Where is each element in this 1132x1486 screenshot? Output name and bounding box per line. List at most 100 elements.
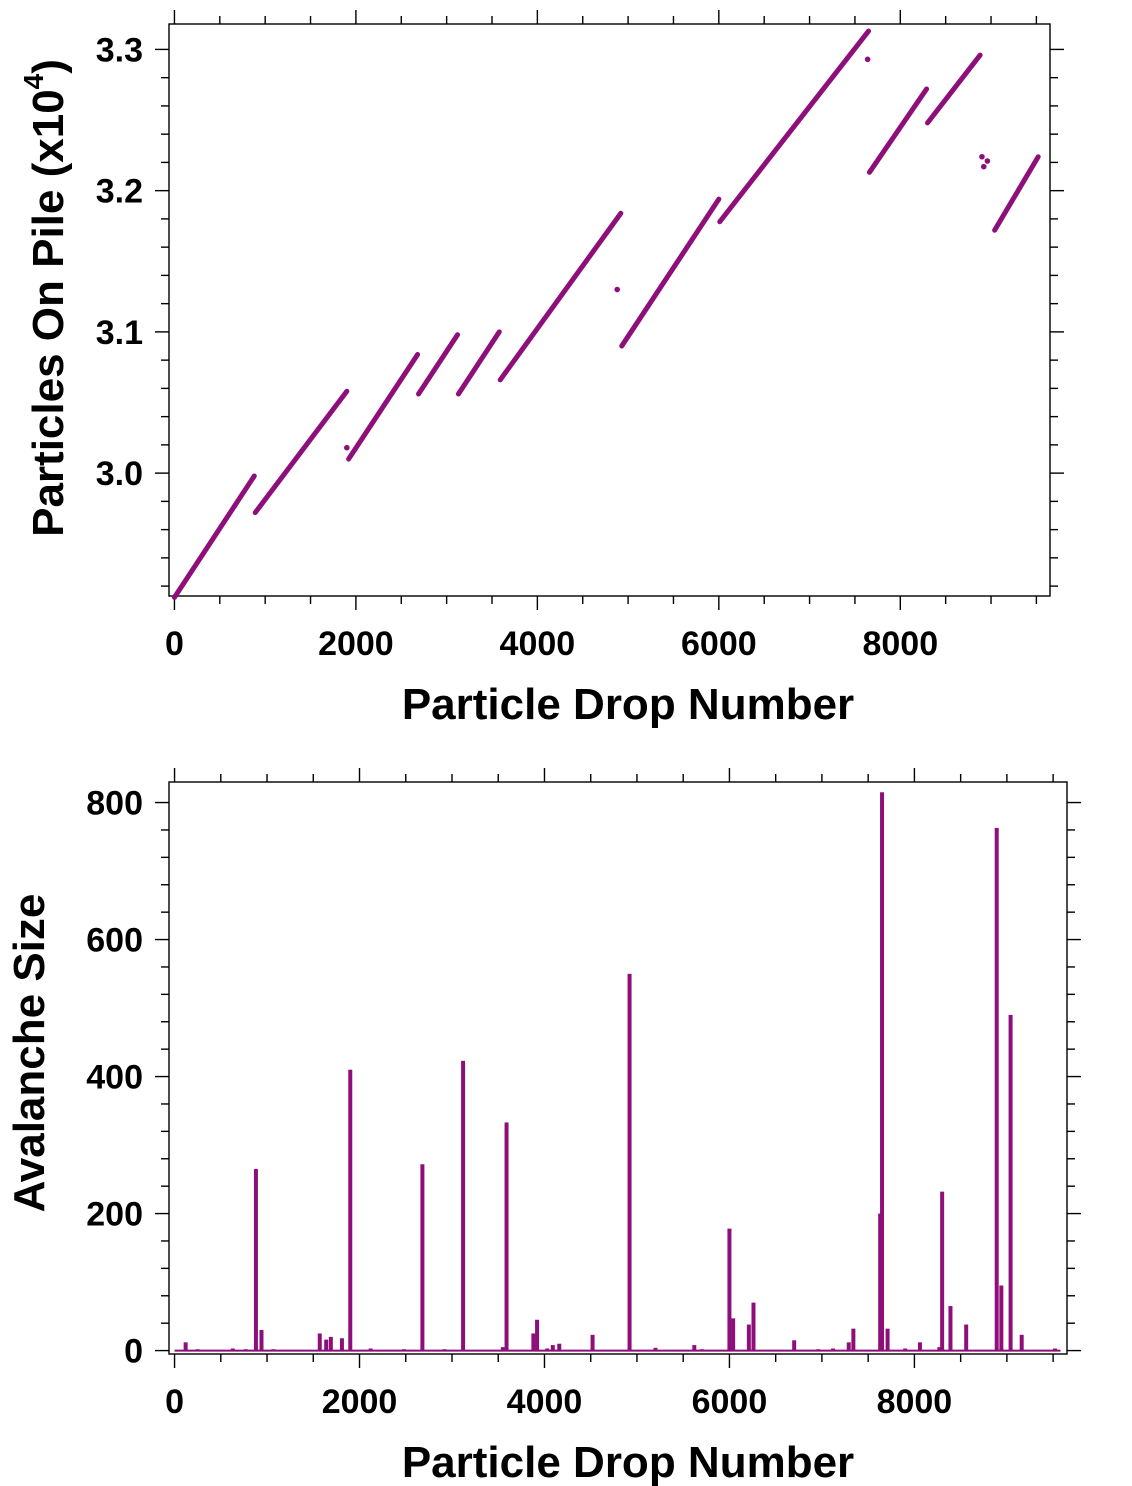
avalanche-bar: [917, 1342, 922, 1351]
pile-point: [979, 153, 985, 160]
avalanche-series: [183, 792, 1057, 1351]
pile-chart: 0 2000 4000 6000 8000 3.0 3.1 3.2 3.3 Particle …: [18, 10, 1064, 729]
pile-segment: [866, 86, 930, 175]
avalanche-bar: [746, 1324, 751, 1351]
pile-y-axis-title: Particles On Pile (x104): [18, 59, 73, 537]
avalanche-x-axis-title: Particle Drop Number: [402, 1438, 854, 1486]
avalanche-y-tick-label: 0: [124, 1333, 143, 1371]
avalanche-bar: [368, 1348, 373, 1351]
avalanche-bar: [545, 1348, 550, 1351]
avalanche-bar: [727, 1228, 732, 1351]
pile-y-tick-label: 3.3: [96, 31, 143, 69]
pile-point: [344, 444, 350, 451]
avalanche-bar: [550, 1345, 555, 1351]
avalanche-x-tick-labels: 0 2000 4000 6000 8000: [165, 1383, 952, 1421]
avalanche-y-axis-title: Avalanche Size: [5, 894, 54, 1213]
avalanche-bar: [243, 1349, 248, 1351]
avalanche-bar: [903, 1348, 908, 1351]
avalanche-bar: [627, 973, 632, 1351]
avalanche-bar: [317, 1333, 322, 1351]
pile-y-tick-label: 3.0: [96, 455, 143, 493]
pile-y-tick-label: 3.1: [96, 314, 143, 352]
pile-segment: [346, 351, 421, 462]
avalanche-x-tick-label: 8000: [877, 1383, 953, 1421]
avalanche-bar: [699, 1349, 704, 1351]
avalanche-bar: [557, 1343, 562, 1351]
pile-x-tick-label: 0: [165, 625, 184, 663]
pile-x-ticks: [173, 10, 1038, 610]
avalanche-bar: [885, 1328, 890, 1351]
avalanche-bar: [692, 1345, 697, 1351]
pile-x-tick-label: 4000: [500, 625, 576, 663]
avalanche-bar: [535, 1319, 540, 1351]
avalanche-bar: [461, 1060, 466, 1351]
pile-segment: [992, 154, 1041, 233]
pile-segment: [717, 28, 872, 225]
avalanche-bar: [328, 1336, 333, 1351]
pile-x-tick-label: 8000: [862, 625, 938, 663]
avalanche-chart: 0 2000 4000 6000 8000 0 200 400 600 800 Particle…: [5, 768, 1081, 1486]
avalanche-bar: [271, 1349, 276, 1351]
avalanche-bar: [1052, 1348, 1057, 1351]
pile-segment: [455, 329, 502, 397]
avalanche-bar: [401, 1349, 406, 1351]
avalanche-plot-frame: [168, 781, 1068, 1355]
avalanche-x-ticks: [173, 768, 1054, 1368]
avalanche-bar: [851, 1328, 856, 1351]
pile-x-tick-label: 6000: [681, 625, 757, 663]
avalanche-bar: [1008, 1014, 1013, 1351]
avalanche-bar: [339, 1338, 344, 1351]
avalanche-bar: [1019, 1334, 1024, 1351]
avalanche-y-ticks: [155, 801, 1081, 1352]
avalanche-x-tick-label: 4000: [507, 1383, 583, 1421]
pile-x-tick-labels: 0 2000 4000 6000 8000: [165, 625, 938, 663]
avalanche-bar: [590, 1334, 595, 1351]
avalanche-bar: [531, 1333, 536, 1351]
avalanche-bar: [230, 1348, 235, 1351]
pile-segment: [619, 196, 722, 349]
pile-y-axis-title-main: Particles On Pile (x10: [24, 89, 73, 537]
pile-y-tick-labels: 3.0 3.1 3.2 3.3: [96, 31, 143, 493]
pile-segment: [171, 473, 257, 600]
avalanche-bar: [653, 1347, 658, 1351]
pile-point: [864, 56, 871, 63]
avalanche-y-tick-label: 600: [86, 922, 143, 960]
avalanche-y-tick-label: 400: [86, 1059, 143, 1097]
avalanche-bar: [831, 1348, 836, 1351]
avalanche-x-tick-label: 2000: [322, 1383, 398, 1421]
avalanche-bar: [324, 1339, 329, 1351]
pile-segment: [252, 388, 350, 516]
avalanche-y-tick-labels: 0 200 400 600 800: [86, 785, 143, 1371]
pile-plot-frame: [168, 23, 1051, 597]
avalanche-bar: [792, 1340, 797, 1351]
pile-x-tick-label: 2000: [318, 625, 394, 663]
pile-y-ticks: [155, 48, 1064, 587]
avalanche-bar: [504, 1122, 509, 1351]
avalanche-bar: [259, 1330, 264, 1351]
avalanche-bar: [500, 1347, 505, 1351]
avalanche-bar: [880, 792, 885, 1351]
avalanche-bar: [731, 1318, 736, 1351]
avalanche-bar: [846, 1342, 851, 1351]
avalanche-bar: [253, 1169, 258, 1351]
avalanche-bar: [442, 1349, 447, 1351]
avalanche-x-tick-label: 0: [165, 1383, 184, 1421]
avalanche-bar: [195, 1349, 200, 1351]
pile-y-axis-title-close: ): [24, 59, 73, 74]
avalanche-bar: [183, 1342, 188, 1351]
avalanche-x-tick-label: 6000: [692, 1383, 768, 1421]
pile-y-tick-label: 3.2: [96, 173, 143, 211]
avalanche-bar: [964, 1324, 969, 1351]
pile-segment: [497, 210, 624, 383]
avalanche-bar: [937, 1347, 942, 1351]
avalanche-bar: [751, 1302, 756, 1351]
avalanche-y-tick-label: 800: [86, 785, 143, 823]
pile-series: [171, 28, 1041, 600]
pile-segment: [925, 52, 983, 126]
pile-y-axis-title-exponent: 4: [18, 73, 49, 89]
pile-segment: [416, 332, 461, 397]
pile-point: [614, 286, 621, 293]
pile-point: [984, 158, 991, 164]
avalanche-bar: [999, 1285, 1004, 1351]
